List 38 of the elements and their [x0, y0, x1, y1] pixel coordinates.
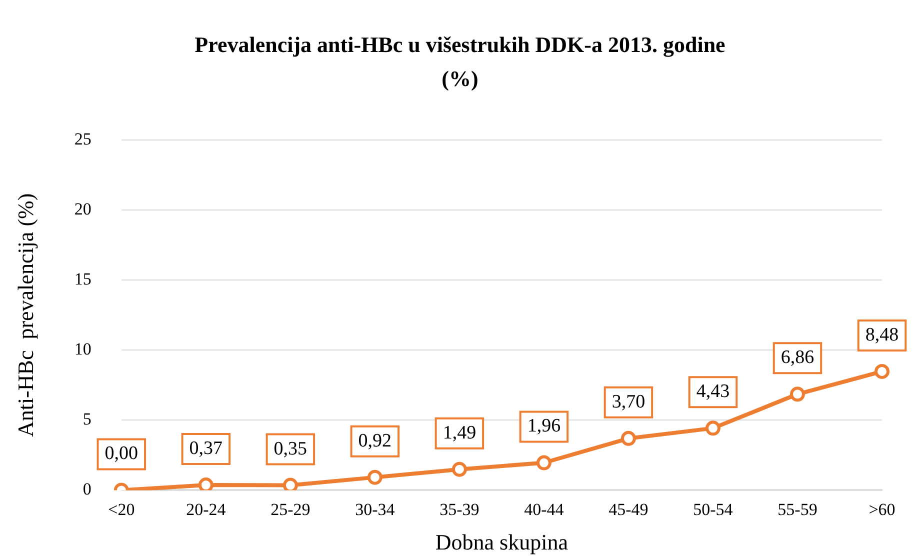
point — [705, 420, 720, 436]
y-axis-title: Anti-HBc prevalencija (%) — [12, 193, 38, 438]
y-tick-label: 0 — [82, 480, 92, 499]
y-tick-label: 10 — [74, 340, 92, 359]
x-tick-label: 25-29 — [270, 500, 310, 519]
point — [874, 364, 890, 379]
point — [620, 430, 636, 446]
text: 0,37 — [189, 438, 223, 460]
y-tick-label: 25 — [74, 130, 92, 149]
point — [198, 478, 214, 490]
point — [367, 470, 382, 485]
x-tick-label: 35-39 — [440, 500, 480, 519]
point — [536, 455, 552, 470]
x-tick-label: <20 — [108, 500, 135, 519]
y-tick-label: 5 — [82, 410, 92, 429]
x-tick-label: >60 — [868, 500, 896, 519]
x-tick-label: 40-44 — [524, 500, 564, 519]
x-tick-label: 50-54 — [693, 500, 734, 519]
text: 1,96 — [527, 416, 561, 437]
x-tick-label: 45-49 — [608, 500, 648, 519]
text: 3,70 — [612, 391, 646, 412]
point — [452, 462, 467, 477]
chart-title: Prevalencija anti-HBc u višestrukih DDK-a 2013. godine (%) — [194, 31, 726, 93]
text: 0,35 — [274, 438, 308, 460]
point — [282, 478, 298, 490]
x-tick-label: 30-34 — [355, 500, 396, 519]
text: 4,43 — [696, 381, 730, 402]
x-tick-label: 55-59 — [778, 500, 818, 519]
text: 8,48 — [865, 324, 899, 346]
text: 0,00 — [104, 443, 138, 464]
point — [790, 386, 805, 402]
y-tick-label: 15 — [74, 270, 92, 289]
y-tick-label: 20 — [74, 200, 92, 219]
text: 0,92 — [358, 430, 392, 452]
x-tick-label: 20-24 — [186, 500, 226, 519]
text: 1,49 — [442, 422, 476, 444]
x-axis-title: Dobna skupina — [435, 530, 568, 555]
text: 6,86 — [780, 347, 814, 368]
